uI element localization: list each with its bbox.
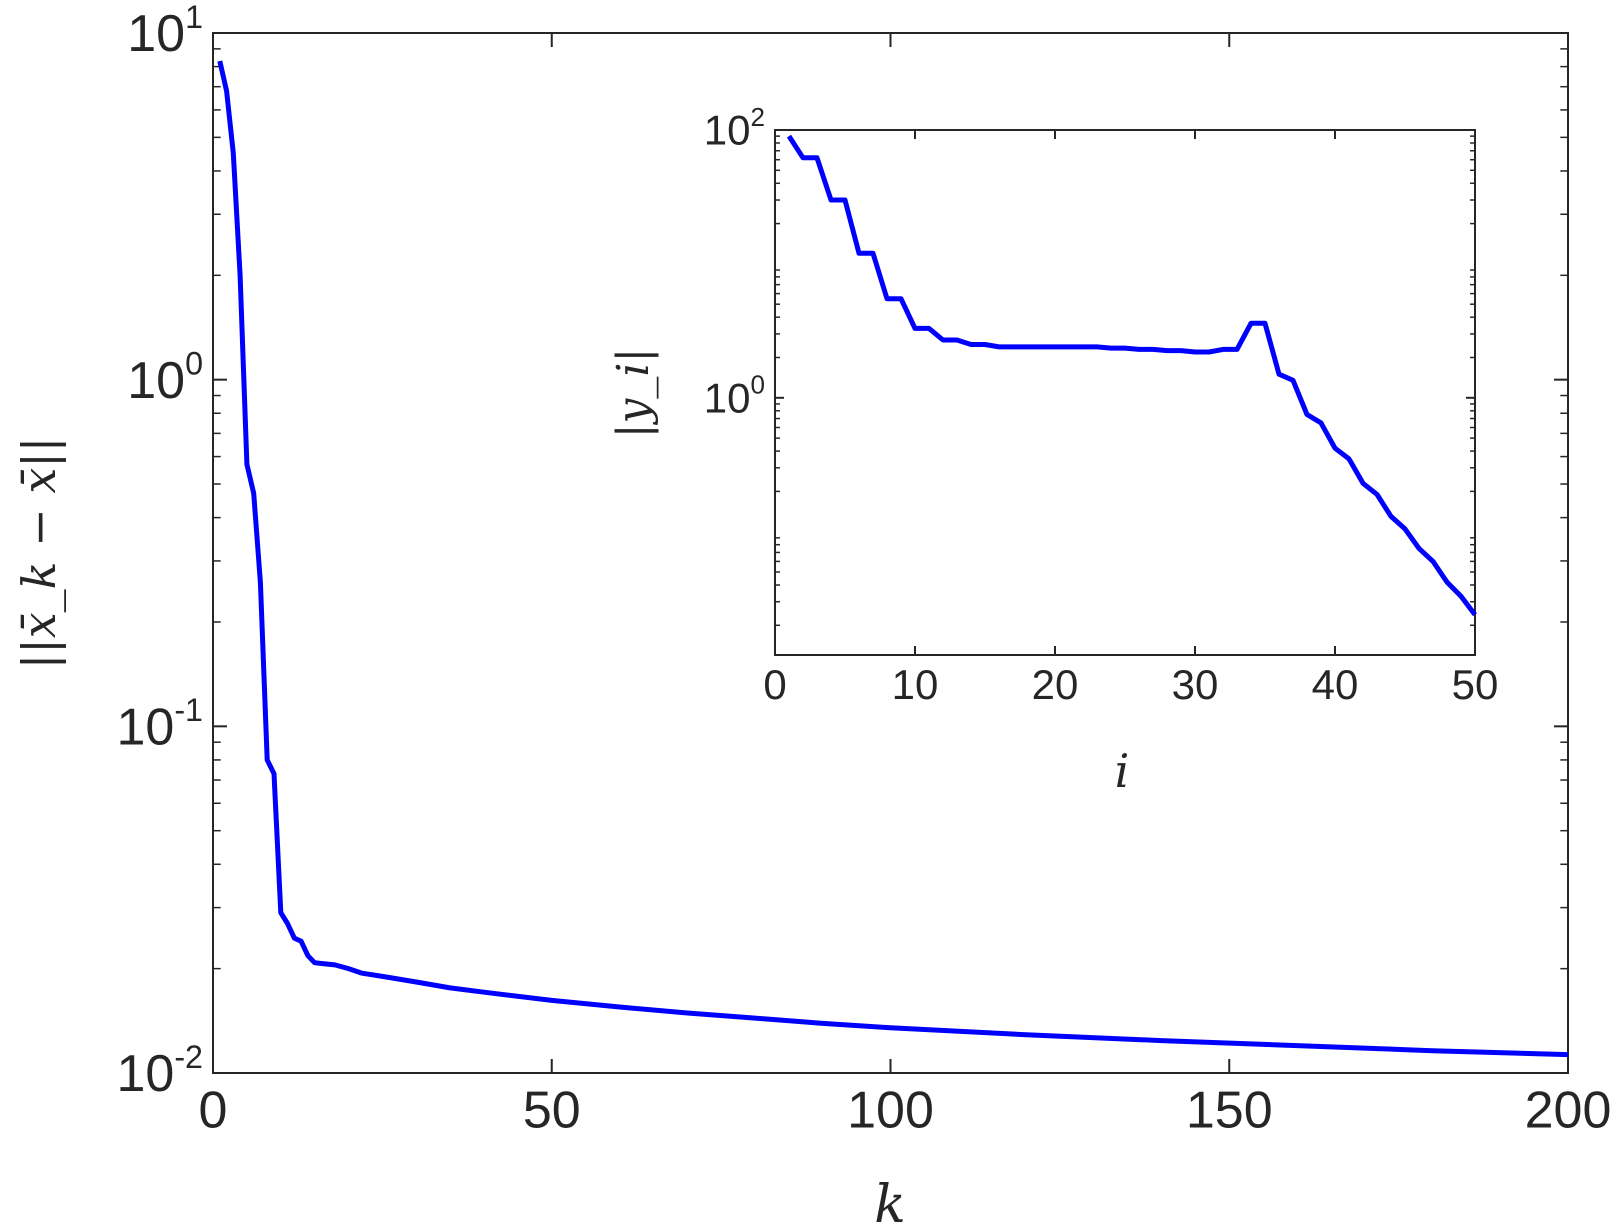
main-x-tick-label: 50 xyxy=(523,1082,581,1140)
main-x-tick-label: 200 xyxy=(1525,1082,1612,1140)
main-x-tick-label: 100 xyxy=(847,1082,934,1140)
inset-y-tick-label: 102 xyxy=(704,102,765,154)
inset-y-axis-label: |y_i| xyxy=(608,348,659,439)
main-y-tick-label: 101 xyxy=(127,0,203,63)
main-x-axis-label: k xyxy=(874,1175,906,1228)
main-y-axis-label: ||x̄_k − x̄|| xyxy=(12,437,66,670)
main-series-line xyxy=(217,60,1569,1058)
main-x-tick-label: 0 xyxy=(199,1082,228,1140)
inset-x-axis-label: i xyxy=(1115,744,1130,798)
inset-y-tick-label: 100 xyxy=(704,370,765,422)
main-y-tick-label: 10-2 xyxy=(116,1039,203,1103)
inset-x-tick-label: 20 xyxy=(1032,661,1079,708)
main-y-tick-label: 10-1 xyxy=(116,692,203,756)
inset-x-tick-label: 40 xyxy=(1312,661,1359,708)
main-y-tick-label: 100 xyxy=(127,345,203,409)
main-x-tick-label: 150 xyxy=(1186,1082,1273,1140)
inset-plot-frame xyxy=(774,129,1476,656)
inset-x-tick-label: 10 xyxy=(892,661,939,708)
inset-series-line xyxy=(786,134,1477,617)
inset-x-tick-label: 50 xyxy=(1452,661,1499,708)
inset-chart: 0 10 20 30 40 50 102 100 i |y_i| xyxy=(608,102,1498,798)
inset-x-tick-label: 0 xyxy=(763,661,786,708)
inset-x-tick-label: 30 xyxy=(1172,661,1219,708)
